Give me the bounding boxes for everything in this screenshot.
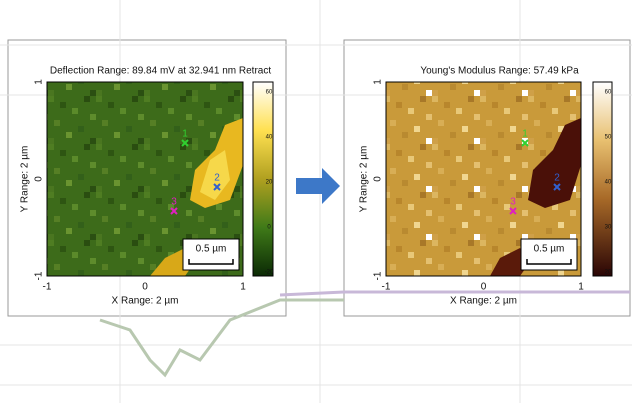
y-tick-label: -1 <box>34 271 45 280</box>
marker-label: 1 <box>182 129 188 140</box>
colorbar-tick-label: -20 <box>265 270 274 276</box>
x-axis-label: X Range: 2 µm <box>112 296 179 307</box>
marker <box>181 139 189 147</box>
right-heatmap-art <box>386 81 613 277</box>
marker <box>170 207 178 215</box>
colorbar-tick-label: 40 <box>266 135 273 141</box>
marker <box>521 139 529 147</box>
x-axis-label: X Range: 2 µm <box>450 296 517 307</box>
x-tick-label: 0 <box>481 282 487 293</box>
scale-bar-label: 0.5 µm <box>196 244 227 255</box>
marker-label: 3 <box>510 197 516 208</box>
colorbar-tick-label: 40 <box>605 180 612 186</box>
y-tick-label: 1 <box>34 79 45 85</box>
scale-bar <box>188 259 234 265</box>
x-tick-label: 1 <box>578 282 584 293</box>
y-axis-label: Y Range: 2 µm <box>20 146 31 213</box>
marker-label: 2 <box>554 173 560 184</box>
y-tick-label: 1 <box>373 79 384 85</box>
scale-bar-box <box>520 238 578 271</box>
x-tick-label: 1 <box>240 282 246 293</box>
marker <box>213 183 221 191</box>
colorbar-tick-label: 50 <box>605 135 612 141</box>
scale-bar <box>526 259 572 265</box>
y-axis-label: Y Range: 2 µm <box>359 146 370 213</box>
arrow <box>296 168 340 204</box>
marker <box>509 207 517 215</box>
panel-title: Young's Modulus Range: 57.49 kPa <box>420 66 579 77</box>
marker-label: 1 <box>522 129 528 140</box>
panel <box>7 39 287 317</box>
x-tick-label: -1 <box>382 282 391 293</box>
scale-bar-box <box>182 238 240 271</box>
marker-label: 3 <box>171 197 177 208</box>
colorbar-tick-label: 20 <box>266 180 273 186</box>
marker-label: 2 <box>214 173 220 184</box>
x-tick-label: -1 <box>43 282 52 293</box>
colorbar-tick-label: 30 <box>605 225 612 231</box>
y-tick-label: 0 <box>373 176 384 182</box>
plot-frame <box>385 81 582 277</box>
colorbar-tick-label: 60 <box>266 90 273 96</box>
y-tick-label: -1 <box>373 271 384 280</box>
x-tick-label: 0 <box>142 282 148 293</box>
y-tick-label: 0 <box>34 176 45 182</box>
plot-frame <box>46 81 244 277</box>
colorbar-tick-label: 0 <box>267 225 271 231</box>
panel <box>343 39 631 317</box>
panel-title: Deflection Range: 89.84 mV at 32.941 nm … <box>50 66 271 77</box>
scale-bar-label: 0.5 µm <box>534 244 565 255</box>
colorbar-tick-label: 20 <box>605 270 612 276</box>
colorbar-tick-label: 60 <box>605 90 612 96</box>
marker <box>553 183 561 191</box>
